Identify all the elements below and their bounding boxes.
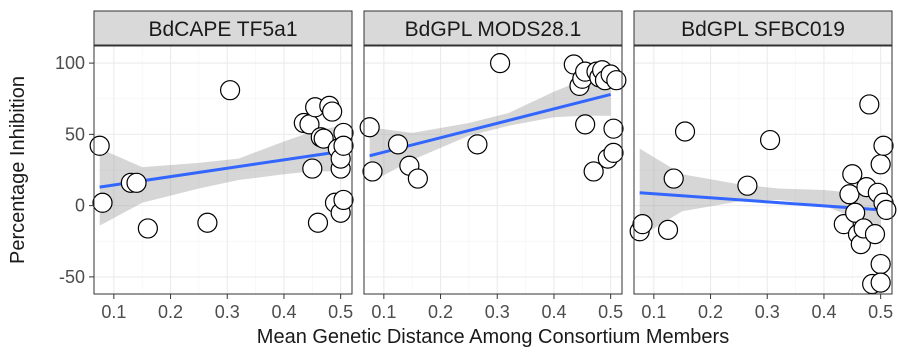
data-point <box>333 135 354 156</box>
data-point <box>845 202 866 223</box>
data-point <box>583 161 604 182</box>
data-point <box>92 192 113 213</box>
y-tick-label: 0 <box>75 196 85 216</box>
data-point <box>606 70 627 91</box>
panel-3: BdGPL SFBC019 0.1 0.2 0.3 0.4 0.5 <box>629 10 897 322</box>
y-axis-title: Percentage Inhibition <box>7 76 29 264</box>
data-point <box>333 189 354 211</box>
regression-line <box>639 191 881 212</box>
x-tick-label: 0.5 <box>868 302 893 322</box>
data-point <box>387 134 409 155</box>
data-point <box>407 168 428 189</box>
data-point <box>467 134 488 155</box>
data-point <box>126 172 147 193</box>
data-point <box>842 164 863 185</box>
data-point <box>575 114 596 135</box>
data-point <box>302 158 323 179</box>
panel-border <box>633 45 893 295</box>
data-point <box>603 118 624 139</box>
confidence-band <box>99 125 341 226</box>
panel-1: BdCAPE TF5a1 0.1 0.2 0.3 0.4 0.5 100 50 0 -50 <box>55 10 354 322</box>
panel-2: BdGPL MODS28.1 0.1 0.2 0.3 0.4 0.5 <box>359 10 627 322</box>
panel-border <box>93 45 353 295</box>
data-point <box>322 101 343 122</box>
data-point <box>870 154 891 175</box>
data-point <box>362 161 383 182</box>
panel-strip <box>363 10 623 46</box>
data-point <box>657 219 679 240</box>
panel-border <box>363 45 623 295</box>
data-point <box>489 53 511 74</box>
data-point <box>663 168 684 189</box>
data-point <box>307 212 329 233</box>
panels: BdCAPE TF5a1 0.1 0.2 0.3 0.4 0.5 100 50 0 -50 BdGP… <box>55 10 897 322</box>
x-tick-label: 0.2 <box>698 302 723 322</box>
x-tick-label: 0.4 <box>541 302 566 322</box>
x-tick-label: 0.5 <box>598 302 623 322</box>
panel-title: BdCAPE TF5a1 <box>148 18 297 41</box>
x-tick-label: 0.3 <box>215 302 240 322</box>
panel-title: BdGPL SFBC019 <box>681 18 845 41</box>
x-tick-label: 0.1 <box>371 302 396 322</box>
y-tick-label: 100 <box>55 53 85 73</box>
x-tick-label: 0.4 <box>811 302 836 322</box>
data-point <box>876 199 897 221</box>
data-point <box>219 80 241 101</box>
y-tick-label: 50 <box>65 124 85 144</box>
data-point <box>873 135 894 156</box>
panel-strip <box>633 10 893 46</box>
panel-title: BdGPL MODS28.1 <box>405 18 582 41</box>
x-tick-label: 0.4 <box>271 302 296 322</box>
y-tick-label: -50 <box>59 267 85 287</box>
data-point <box>859 94 880 115</box>
x-tick-label: 0.1 <box>101 302 126 322</box>
data-point <box>137 218 158 239</box>
data-point <box>359 117 380 138</box>
data-point <box>870 272 891 293</box>
confidence-band <box>639 148 881 237</box>
data-point <box>674 121 696 142</box>
data-point <box>759 129 781 151</box>
x-tick-label: 0.1 <box>641 302 666 322</box>
x-tick-label: 0.2 <box>428 302 453 322</box>
x-tick-label: 0.3 <box>755 302 780 322</box>
data-point <box>89 135 110 156</box>
data-point <box>864 224 886 245</box>
data-point <box>737 175 758 196</box>
data-point <box>603 142 624 163</box>
panel-strip <box>93 10 353 46</box>
x-axis-title: Mean Genetic Distance Among Consortium M… <box>257 326 729 348</box>
x-tick-label: 0.2 <box>158 302 183 322</box>
data-point <box>870 253 891 275</box>
data-point <box>197 212 218 233</box>
x-tick-label: 0.3 <box>485 302 510 322</box>
data-point <box>632 214 653 235</box>
data-point <box>839 184 860 205</box>
x-tick-label: 0.5 <box>328 302 353 322</box>
confidence-band <box>369 73 611 183</box>
regression-line <box>369 93 612 158</box>
data-point <box>313 128 334 149</box>
